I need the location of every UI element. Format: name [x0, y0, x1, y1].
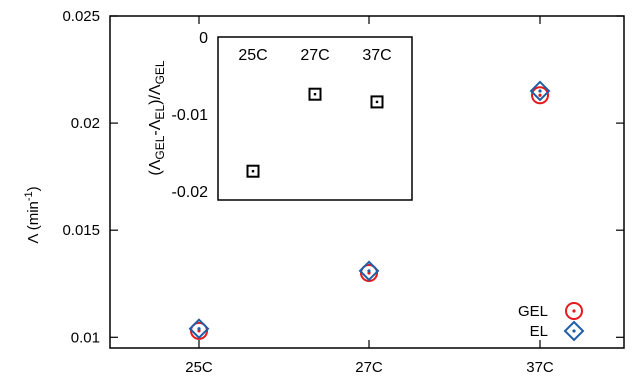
- main-y-label-text: Λ (min: [25, 201, 42, 244]
- main-points: [188, 80, 551, 340]
- gel-point: [531, 86, 549, 105]
- inset-y-tick-label: 0: [199, 30, 208, 47]
- legend-label: GEL: [518, 303, 548, 320]
- el-point: [188, 318, 210, 340]
- svg-text:(ΛGEL-ΛEL)/ΛGEL: (ΛGEL-ΛEL)/ΛGEL: [147, 60, 167, 176]
- inset-y-label-part-2: -Λ: [147, 119, 164, 135]
- main-plot-area: [109, 15, 625, 349]
- inset-y-tick-label: -0.01: [172, 107, 209, 124]
- inset-y-tick-label: -0.02: [172, 184, 209, 201]
- inset-points: [246, 87, 384, 178]
- main-y-axis-label: Λ (min-1): [23, 186, 42, 243]
- legend-el-marker: [563, 320, 585, 342]
- inset-y-axis: 0 -0.01 -0.02: [172, 30, 209, 201]
- inset-y-label-part-5: GEL: [153, 60, 167, 84]
- el-point: [529, 80, 551, 102]
- inset-y-label-part-0: (Λ: [147, 159, 164, 175]
- inset-x-axis: 25C 27C 37C: [238, 47, 391, 64]
- legend: GEL EL: [518, 302, 585, 342]
- inset-y-label-part-1: GEL: [153, 135, 167, 159]
- main-y-label-sup: -1: [23, 191, 35, 201]
- inset-x-tick-label: 37C: [362, 47, 391, 64]
- main-y-tick-label: 0.02: [71, 115, 100, 132]
- main-x-tick-label: 27C: [355, 359, 383, 376]
- inset-plot-area: [217, 36, 413, 201]
- inset-x-tick-label: 25C: [238, 47, 267, 64]
- inset-y-axis-label: (ΛGEL-ΛEL)/ΛGEL: [147, 60, 167, 176]
- legend-gel-marker: [565, 302, 583, 320]
- inset-y-label-part-3: EL: [153, 105, 167, 120]
- main-x-tick-label: 37C: [526, 359, 554, 376]
- main-y-tick-label: 0.015: [62, 222, 100, 239]
- inset-y-label-part-4: )/Λ: [147, 84, 164, 105]
- inset-x-tick-label: 27C: [300, 47, 329, 64]
- main-y-tick-label: 0.025: [62, 8, 100, 25]
- main-x-tick-label: 25C: [185, 359, 213, 376]
- main-y-axis: 0.01 0.015 0.02 0.025: [62, 8, 624, 346]
- el-point: [358, 260, 380, 282]
- legend-label: EL: [530, 323, 548, 340]
- inset-point: [308, 87, 322, 101]
- main-y-label-close: ): [25, 186, 42, 191]
- main-x-axis: 25C 27C 37C: [185, 16, 554, 376]
- main-y-tick-label: 0.01: [71, 329, 100, 346]
- svg-text:Λ (min-1): Λ (min-1): [23, 186, 42, 243]
- inset-point: [246, 164, 260, 178]
- inset-point: [370, 95, 384, 109]
